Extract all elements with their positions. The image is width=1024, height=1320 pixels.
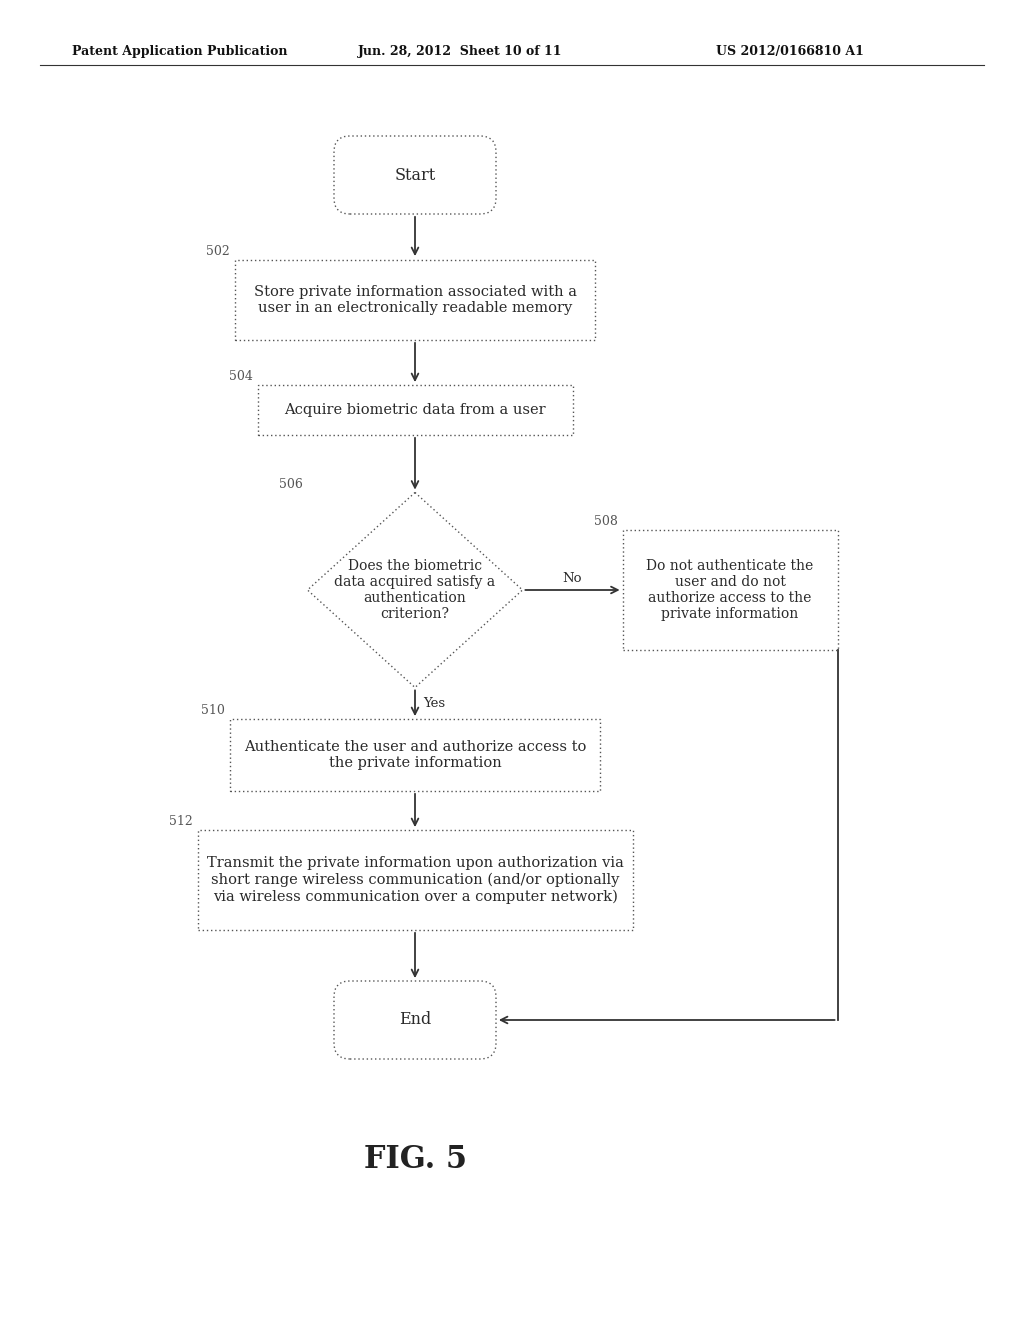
Text: Do not authenticate the
user and do not
authorize access to the
private informat: Do not authenticate the user and do not … [646, 558, 814, 622]
Text: 502: 502 [206, 246, 230, 257]
Text: 506: 506 [279, 478, 302, 491]
Text: Patent Application Publication: Patent Application Publication [73, 45, 288, 58]
Text: Authenticate the user and authorize access to
the private information: Authenticate the user and authorize acce… [244, 741, 586, 770]
Text: End: End [399, 1011, 431, 1028]
Text: FIG. 5: FIG. 5 [364, 1144, 467, 1176]
Text: No: No [563, 572, 583, 585]
Text: Start: Start [394, 166, 435, 183]
Text: US 2012/0166810 A1: US 2012/0166810 A1 [716, 45, 864, 58]
Text: Yes: Yes [423, 697, 445, 710]
Text: 504: 504 [228, 370, 253, 383]
Text: Does the biometric
data acquired satisfy a
authentication
criterion?: Does the biometric data acquired satisfy… [335, 558, 496, 622]
Text: Acquire biometric data from a user: Acquire biometric data from a user [285, 403, 546, 417]
Text: 508: 508 [594, 515, 617, 528]
Text: Jun. 28, 2012  Sheet 10 of 11: Jun. 28, 2012 Sheet 10 of 11 [357, 45, 562, 58]
Text: 512: 512 [169, 814, 193, 828]
Text: 510: 510 [201, 704, 225, 717]
Text: Store private information associated with a
user in an electronically readable m: Store private information associated wit… [254, 285, 577, 315]
Text: Transmit the private information upon authorization via
short range wireless com: Transmit the private information upon au… [207, 857, 624, 904]
